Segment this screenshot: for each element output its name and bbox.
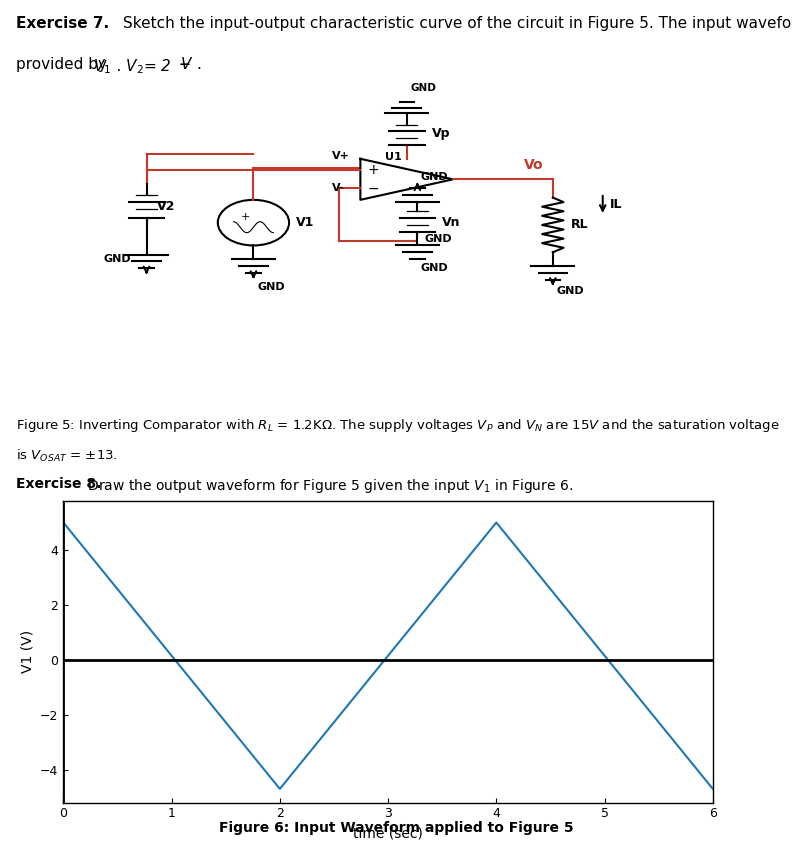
Text: Sketch the input-output characteristic curve of the circuit in Figure 5. The inp: Sketch the input-output characteristic c… <box>123 16 792 30</box>
Text: GND: GND <box>257 281 284 292</box>
Text: . $V_2$= 2: . $V_2$= 2 <box>116 57 172 76</box>
Text: +: + <box>241 212 250 222</box>
Text: Exercise 7.: Exercise 7. <box>16 16 109 30</box>
Text: provided by: provided by <box>16 57 112 72</box>
Text: GND: GND <box>104 254 131 264</box>
Text: V: V <box>181 57 191 72</box>
Text: .: . <box>196 57 201 72</box>
Text: V2: V2 <box>158 200 176 213</box>
Text: V+: V+ <box>332 151 350 161</box>
Text: GND: GND <box>421 172 448 182</box>
Text: Figure 6: Input Waveform applied to Figure 5: Figure 6: Input Waveform applied to Figu… <box>219 822 573 835</box>
Text: GND: GND <box>425 234 452 243</box>
Text: RL: RL <box>571 218 588 231</box>
Text: is $V_{OSAT}$ = ±13.: is $V_{OSAT}$ = ±13. <box>16 449 117 464</box>
Text: IL: IL <box>610 198 623 211</box>
Text: Vo: Vo <box>524 159 544 173</box>
Text: −: − <box>367 181 379 195</box>
Text: Exercise 8.: Exercise 8. <box>16 477 101 491</box>
Text: GND: GND <box>421 263 448 274</box>
Y-axis label: V1 (V): V1 (V) <box>21 630 35 673</box>
Text: V-: V- <box>332 184 345 193</box>
Text: V1: V1 <box>296 216 314 230</box>
Text: U1: U1 <box>386 152 402 161</box>
Text: Draw the output waveform for Figure 5 given the input $V_1$ in Figure 6.: Draw the output waveform for Figure 5 gi… <box>83 477 573 495</box>
Text: GND: GND <box>557 286 584 296</box>
Text: +: + <box>367 163 379 177</box>
Text: Vp: Vp <box>432 127 450 140</box>
Text: Vn: Vn <box>443 216 461 230</box>
Text: Figure 5: Inverting Comparator with $R_L$ = 1.2KΩ. The supply voltages $V_P$ and: Figure 5: Inverting Comparator with $R_L… <box>16 418 779 434</box>
Text: GND: GND <box>410 83 436 92</box>
X-axis label: time (sec): time (sec) <box>353 826 423 840</box>
Text: $V_1$: $V_1$ <box>93 57 112 76</box>
